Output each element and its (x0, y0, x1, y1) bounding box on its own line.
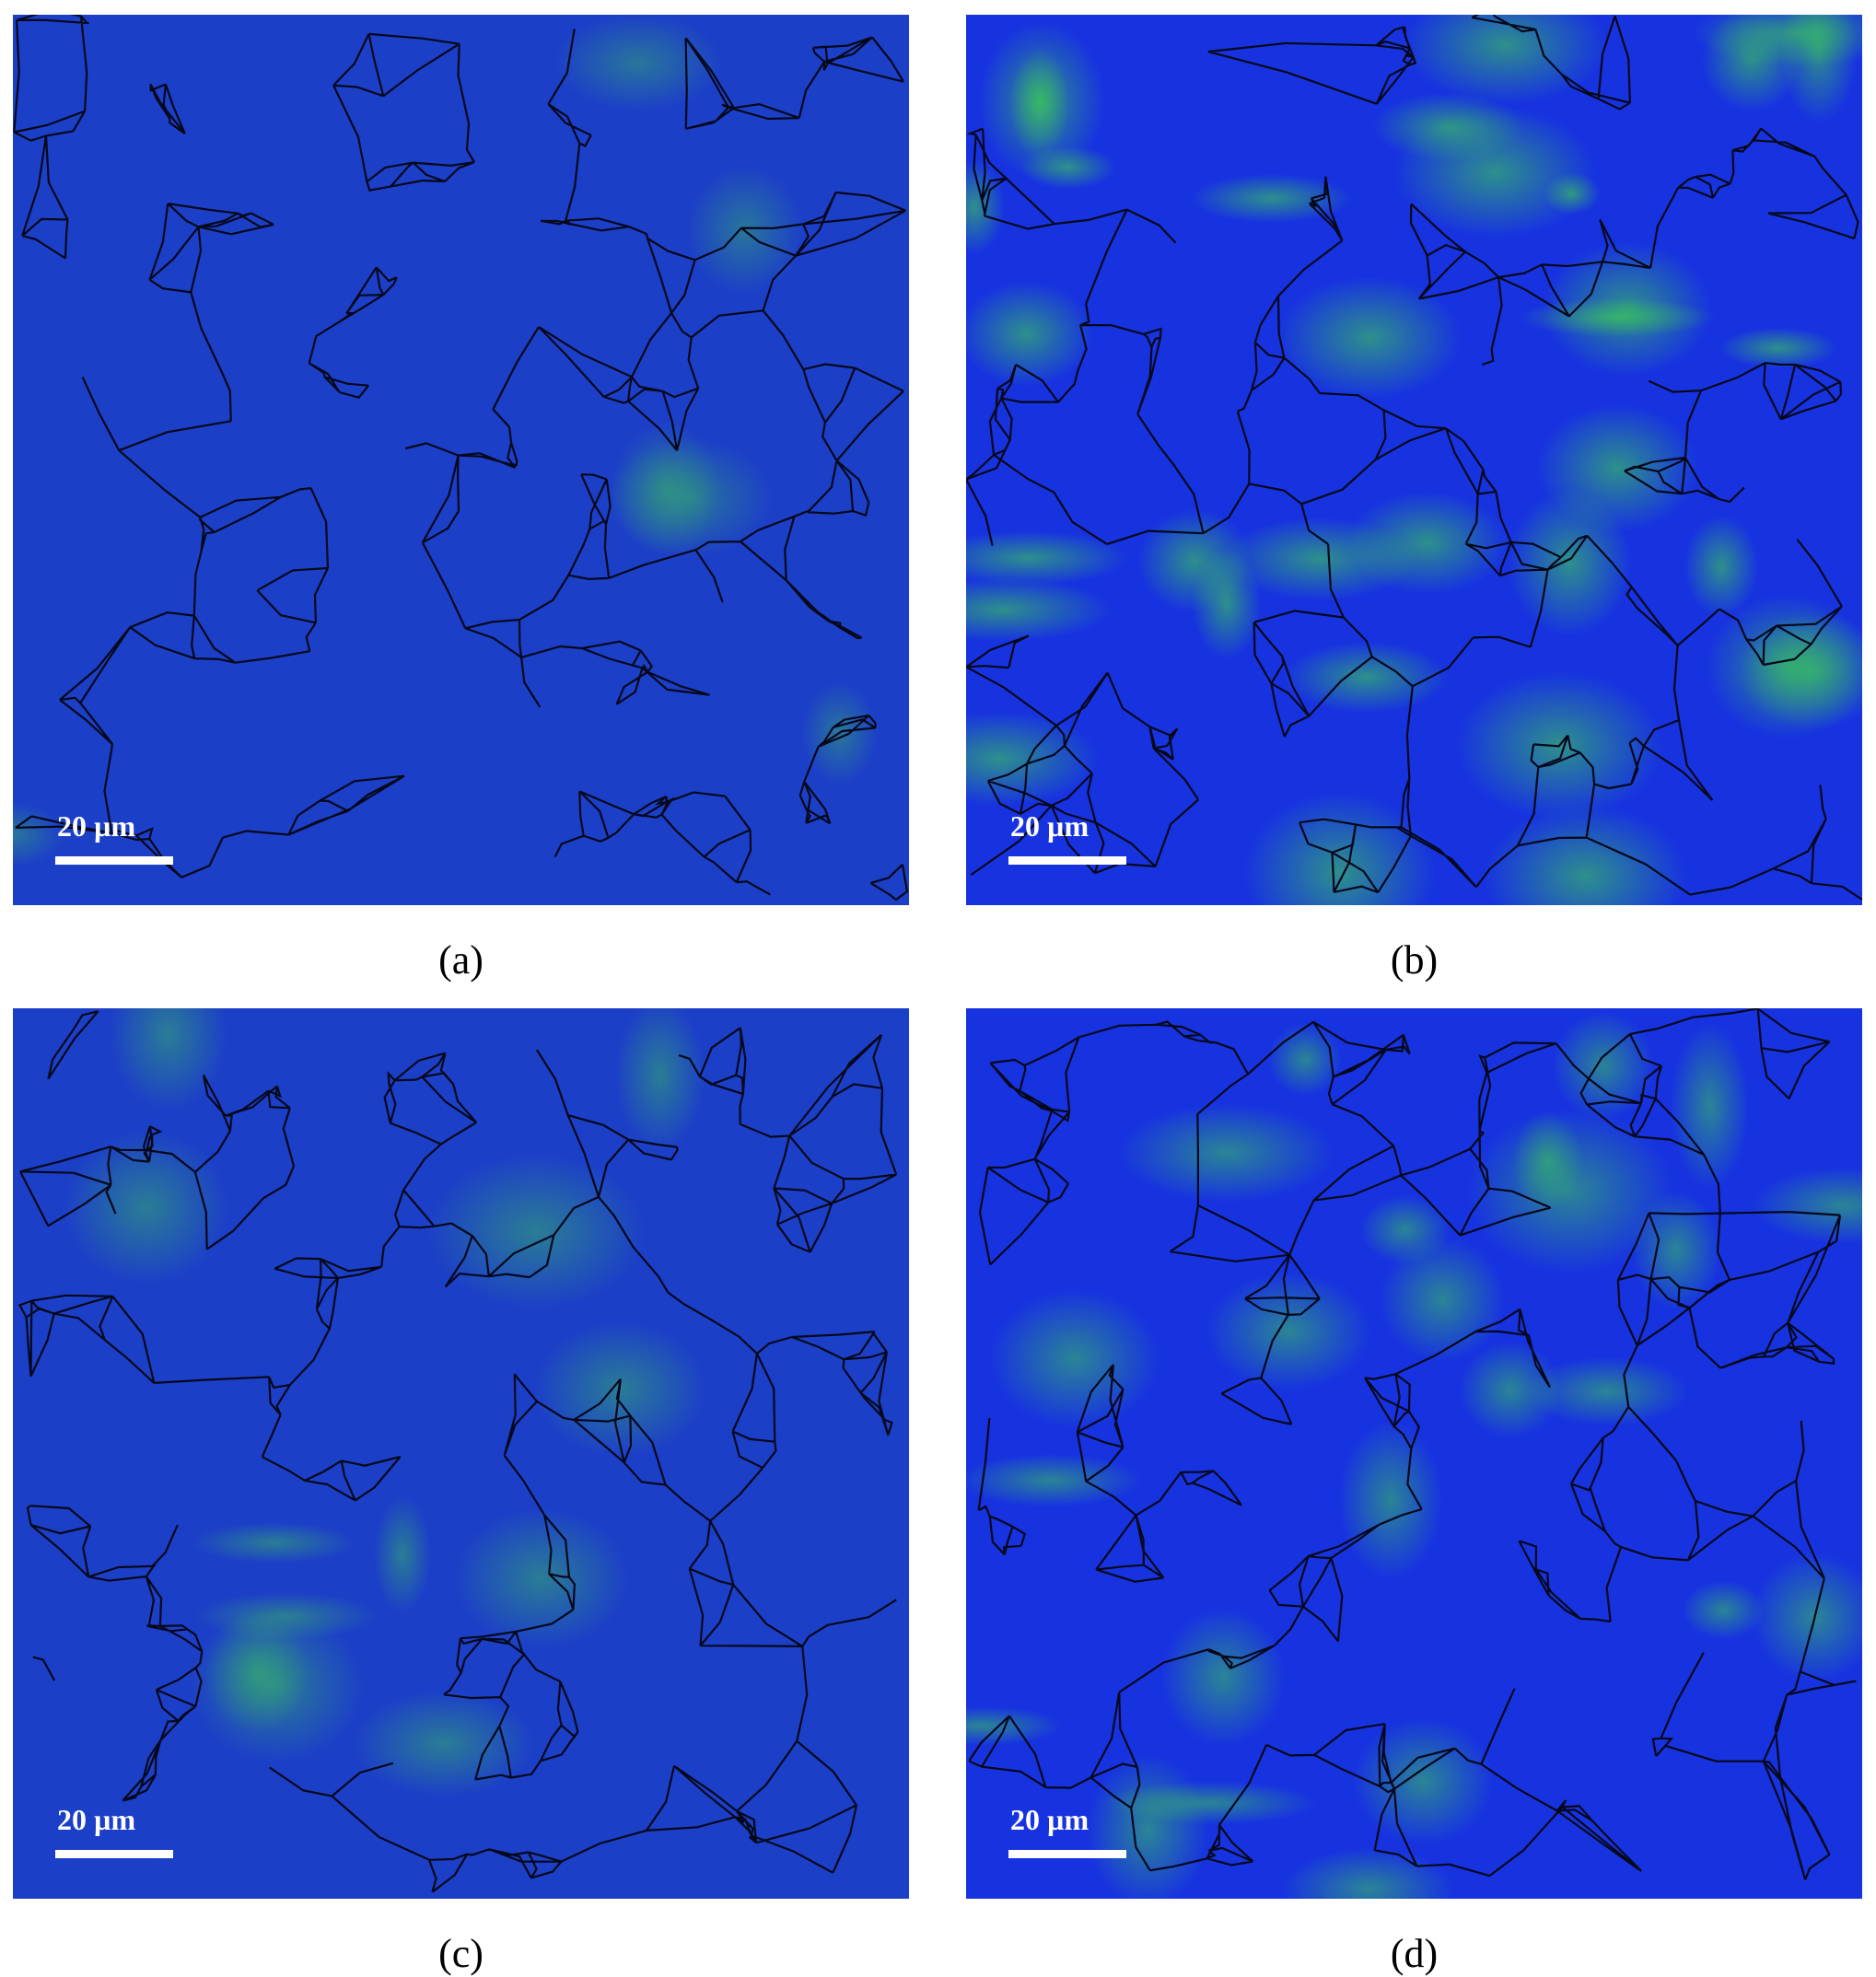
grain-boundaries (17, 1010, 898, 1893)
green-region (614, 1008, 705, 1152)
green-region (1352, 1718, 1494, 1844)
green-region (1404, 15, 1608, 104)
green-region (1087, 1754, 1209, 1899)
scale-bar-label: 20 µm (1010, 1803, 1089, 1836)
green-region (1285, 642, 1449, 714)
green-region (966, 530, 1128, 586)
panel: 20 µm (a) (13, 15, 909, 983)
grain-boundaries (966, 15, 1862, 901)
green-region (1684, 515, 1759, 617)
scale-bar-label: 20 µm (57, 809, 135, 843)
green-region (1631, 1191, 1721, 1309)
green-region (1719, 327, 1837, 368)
green-region (1752, 1553, 1862, 1682)
panel-label: (c) (438, 1931, 484, 1976)
green-region (1670, 1023, 1750, 1189)
map: 20 µm (13, 1008, 909, 1899)
green-region (1191, 174, 1353, 223)
green-region (966, 712, 1100, 806)
green-region (1706, 594, 1862, 739)
green-region (966, 577, 1112, 642)
green-region (1779, 15, 1858, 123)
green-region (109, 1008, 228, 1112)
green-region (1282, 1848, 1455, 1899)
green-region (1268, 1023, 1342, 1096)
green-region (1380, 1237, 1506, 1362)
green-region (373, 1495, 432, 1613)
green-region (1222, 518, 1417, 600)
map-background (13, 15, 909, 905)
green-region (1552, 1011, 1654, 1121)
scale-bar (55, 1850, 173, 1858)
panel-label: (a) (438, 937, 484, 983)
green-region (1360, 1195, 1451, 1264)
green-region (1118, 1103, 1334, 1203)
panel-label: (b) (1391, 937, 1438, 983)
green-region (1137, 509, 1252, 613)
green-region (990, 1289, 1160, 1428)
green-region (1702, 15, 1802, 111)
green-region (1536, 404, 1698, 532)
scale-bar (55, 856, 173, 865)
panel-label: (d) (1391, 1931, 1438, 1976)
green-region (1161, 1608, 1286, 1746)
green-region (605, 438, 775, 558)
map: 20 µm (13, 15, 909, 905)
map: 20 µm (966, 15, 1862, 905)
green-region (63, 1130, 230, 1285)
green-region (426, 1153, 646, 1310)
green-region (1339, 1421, 1442, 1579)
green-region (1206, 1272, 1371, 1390)
scale-bar-label: 20 µm (57, 1803, 135, 1836)
green-region (1277, 276, 1462, 400)
green-region (1511, 1111, 1583, 1210)
green-region (1682, 1580, 1765, 1640)
green-region (1543, 241, 1712, 377)
green-region (966, 1454, 1141, 1507)
green-region (1753, 1168, 1862, 1244)
green-region (978, 21, 1105, 180)
green-region (966, 281, 1094, 387)
green-region (192, 1522, 356, 1564)
green-region (453, 1508, 630, 1649)
scale-bar (1008, 856, 1126, 865)
green-region (1525, 1356, 1688, 1426)
green-region (966, 1706, 1062, 1746)
green-region (1484, 805, 1687, 905)
scale-bar-label: 20 µm (1010, 809, 1089, 843)
green-region (204, 1611, 310, 1733)
grain-boundaries (13, 15, 909, 901)
panel: 20 µm (d) (966, 1008, 1862, 1976)
panel: 20 µm (c) (13, 1008, 909, 1976)
scale-bar (1008, 1850, 1126, 1858)
grain-boundaries (968, 1008, 1857, 1880)
green-region (13, 802, 65, 867)
green-region (533, 1320, 707, 1457)
panel: 20 µm (b) (966, 15, 1862, 983)
map: 20 µm (966, 1008, 1862, 1899)
green-region (1244, 792, 1436, 905)
green-region (1393, 107, 1596, 238)
green-region (553, 15, 723, 111)
green-region (353, 1691, 535, 1797)
